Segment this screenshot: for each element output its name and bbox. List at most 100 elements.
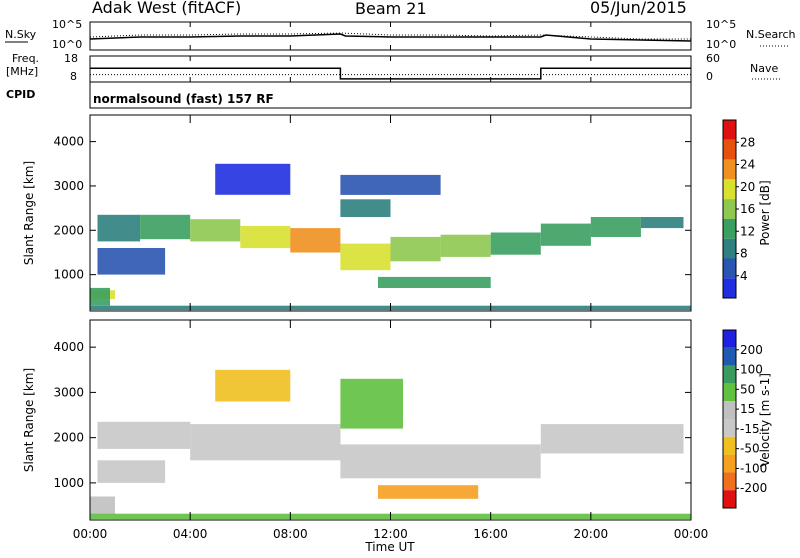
- station-title: Adak West (fitACF): [92, 0, 241, 17]
- power-colorbar-cell-1: [723, 139, 736, 160]
- velocity-band-7: [215, 369, 291, 402]
- power-band-5: [240, 225, 291, 249]
- time-axis-label: Time UT: [364, 540, 415, 554]
- freq-line: [90, 67, 691, 80]
- velocity-colorbar-label-3: 15: [740, 402, 755, 416]
- cpid-label: CPID: [6, 88, 35, 101]
- program-label: normalsound (fast) 157 RF: [93, 92, 274, 106]
- freq-ytick-top: 18: [64, 52, 78, 65]
- velocity-ylabel: Slant Range [km]: [22, 368, 36, 472]
- power-colorbar-cell-3: [723, 179, 736, 200]
- velocity-colorbar-label-0: 200: [740, 343, 763, 357]
- power-band-9: [440, 234, 491, 257]
- nave-label: Nave: [750, 62, 778, 75]
- velocity-colorbar-cell-8: [723, 472, 736, 491]
- noise-ytick-right-bottom: 10^0: [706, 38, 736, 51]
- power-colorbar-cell-8: [723, 278, 736, 298]
- power-colorbar-cell-2: [723, 159, 736, 180]
- velocity-colorbar-frame: [722, 329, 737, 509]
- power-colorbar: 4 8 12 16 20 24 28: [722, 119, 755, 299]
- velocity-colorbar-label-2: 50: [740, 382, 755, 396]
- velocity-colorbar-label-1: 100: [740, 363, 763, 377]
- power-ytick-label-0: 1000: [53, 268, 84, 282]
- power-colorbar-label-0: 4: [740, 269, 748, 283]
- velocity-band-3: [340, 444, 541, 479]
- power-band-17: [97, 248, 166, 275]
- power-colorbar-label-2: 12: [740, 224, 755, 238]
- power-band-12: [590, 217, 641, 237]
- velocity-colorbar-label-7: -200: [740, 481, 767, 495]
- velocity-colorbar-cell-1: [723, 347, 736, 366]
- power-band-1: [90, 287, 110, 306]
- power-colorbar-label-5: 24: [740, 158, 755, 172]
- power-band-13: [640, 217, 684, 229]
- beam-label: Beam 21: [355, 0, 427, 18]
- power-colorbar-label-4: 20: [740, 180, 755, 194]
- noise-line-0: [89, 33, 692, 42]
- power-band-3: [140, 214, 191, 240]
- xtick-label-4: 16:00: [473, 527, 508, 541]
- date-label: 05/Jun/2015: [590, 0, 687, 17]
- time-xticks: 00:00 04:00 08:00 12:00 16:00 20:00 00:00: [73, 22, 709, 541]
- noise-ytick-left-top: 10^5: [52, 18, 82, 31]
- velocity-band-0: [90, 496, 115, 515]
- xtick-label-3: 12:00: [373, 527, 408, 541]
- noise-series-group: [89, 32, 692, 42]
- noise-ytick-left-bottom: 10^0: [52, 38, 82, 51]
- power-band-11: [540, 223, 591, 246]
- velocity-colorbar-cell-5: [723, 419, 736, 437]
- velocity-colorbar: 200 100 50 15 -15 -50 -100 -200: [722, 329, 767, 509]
- velocity-colorbar-cell-7: [723, 454, 736, 473]
- power-colorbar-label-3: 16: [740, 202, 755, 216]
- power-band-16: [340, 174, 441, 195]
- velocity-band-4: [540, 424, 684, 454]
- freq-label-line1: Freq.: [12, 52, 39, 65]
- nave-ytick-bottom: 0: [706, 70, 713, 83]
- power-ytick-label-3: 4000: [53, 135, 84, 149]
- xtick-label-6: 00:00: [674, 527, 709, 541]
- power-ytick-label-2: 3000: [53, 179, 84, 193]
- power-band-15: [340, 199, 391, 217]
- power-band-10: [490, 232, 541, 255]
- velocity-band-8: [97, 460, 166, 483]
- velocity-yticks: 1000 2000 3000 4000: [53, 340, 691, 490]
- freq-series-group: [90, 67, 691, 80]
- velocity-ytick-label-1: 2000: [53, 431, 84, 445]
- power-band-18: [215, 163, 291, 195]
- velocity-band-2: [190, 424, 341, 461]
- power-band-2: [97, 214, 141, 242]
- xtick-label-1: 04:00: [173, 527, 208, 541]
- velocity-ytick-label-3: 4000: [53, 340, 84, 354]
- power-colorbar-cell-7: [723, 258, 736, 279]
- power-colorbar-cell-4: [723, 199, 736, 219]
- power-ylabel: Slant Range [km]: [22, 161, 36, 265]
- freq-label-line2: [MHz]: [6, 65, 38, 78]
- power-colorbar-label-6: 28: [740, 135, 755, 149]
- nsky-label: N.Sky: [5, 28, 37, 41]
- velocity-colorbar-label-5: -50: [740, 442, 760, 456]
- power-colorbar-label-1: 8: [740, 247, 748, 261]
- velocity-colorbar-label-4: -15: [740, 422, 760, 436]
- nsearch-label: N.Search: [746, 28, 796, 41]
- velocity-band-5: [378, 485, 479, 499]
- power-band-4: [190, 219, 241, 242]
- power-band-14: [378, 276, 491, 288]
- noise-line-1: [89, 32, 691, 40]
- velocity-colorbar-cell-3: [723, 383, 736, 402]
- velocity-colorbar-label-6: -100: [740, 461, 767, 475]
- power-colorbar-label: Power [dB]: [758, 180, 772, 245]
- xtick-label-2: 08:00: [273, 527, 308, 541]
- velocity-band-6: [340, 378, 403, 429]
- freq-ytick-bottom: 8: [70, 70, 77, 83]
- velocity-colorbar-cell-0: [723, 330, 736, 348]
- velocity-colorbar-cell-9: [723, 490, 736, 508]
- velocity-ytick-label-0: 1000: [53, 476, 84, 490]
- power-band-8: [390, 236, 441, 262]
- velocity-ytick-label-2: 3000: [53, 385, 84, 399]
- power-colorbar-cell-0: [723, 120, 736, 140]
- velocity-colorbar-label: Velocity [m s-1]: [758, 373, 772, 467]
- power-colorbar-cell-6: [723, 238, 736, 259]
- xtick-label-5: 20:00: [574, 527, 609, 541]
- velocity-colorbar-cell-6: [723, 436, 736, 455]
